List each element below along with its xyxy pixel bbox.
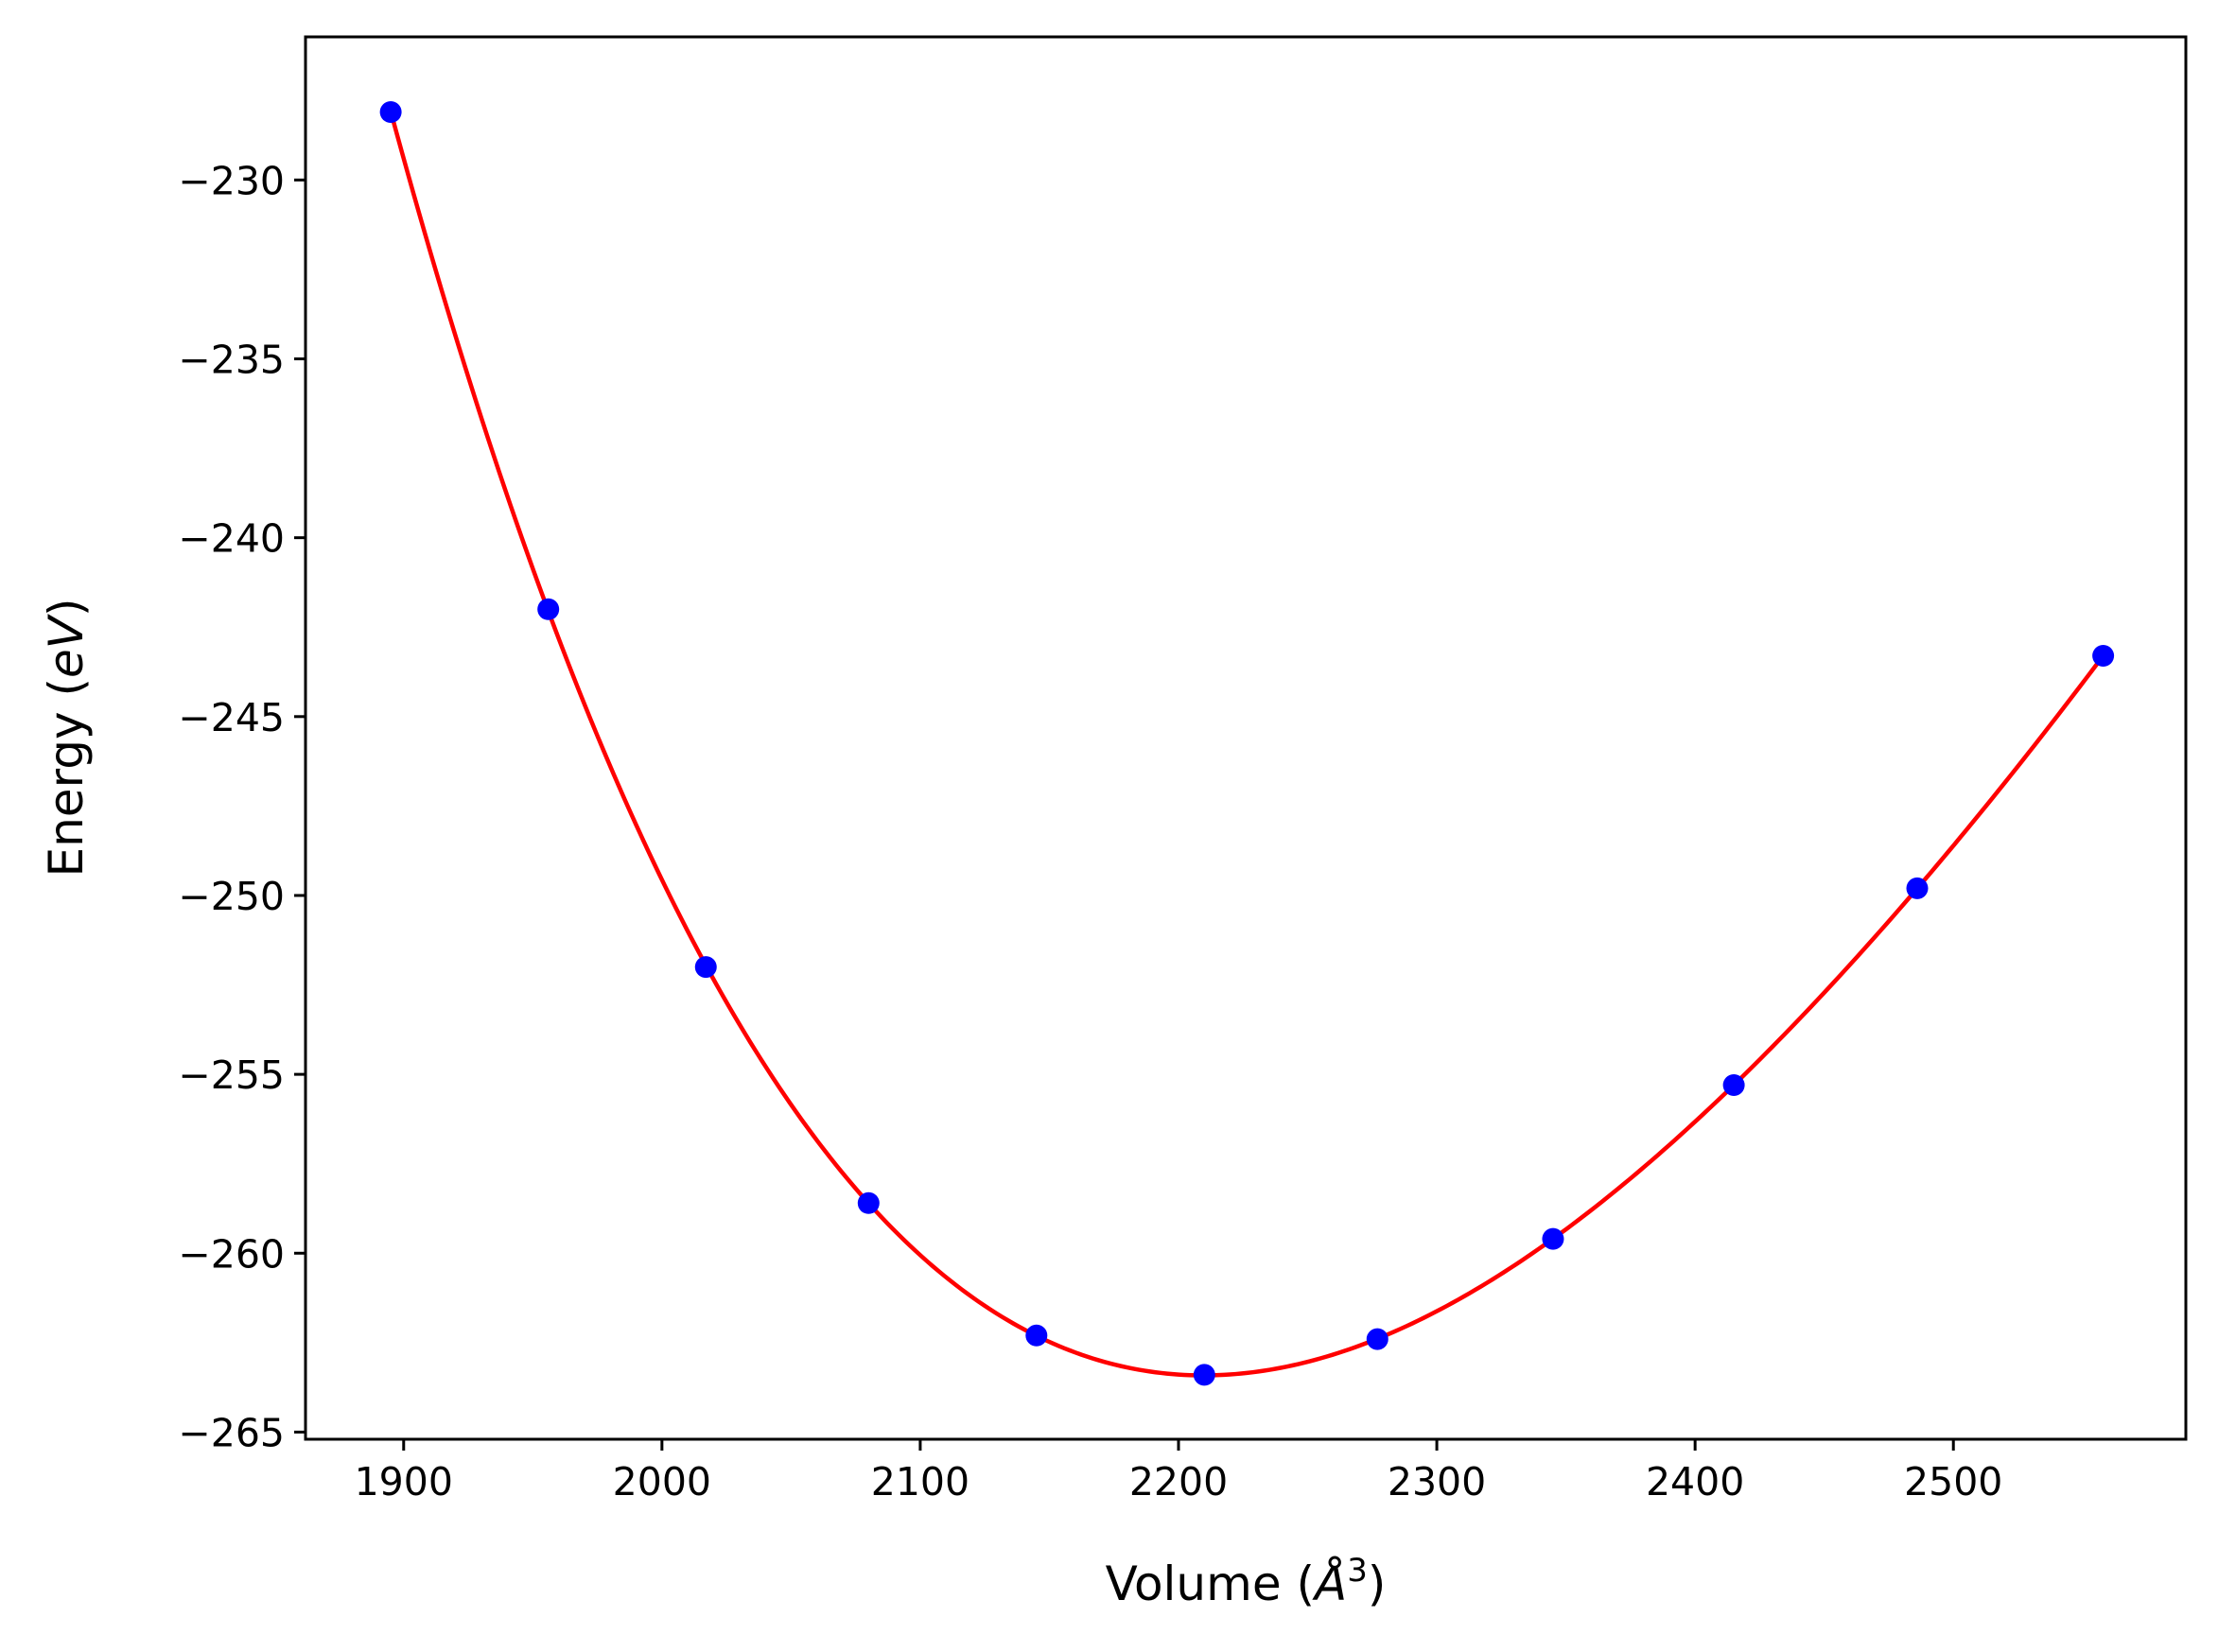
x-axis-label-symbol: Å — [1312, 1556, 1347, 1611]
fit-curve-line — [388, 111, 2105, 1378]
x-tick-label: 2500 — [1904, 1459, 2002, 1504]
y-axis-label-unit: eV — [39, 613, 94, 678]
plot-frame — [304, 35, 2188, 1441]
data-point — [379, 100, 402, 123]
data-point — [1906, 877, 1929, 899]
y-tick-label: −230 — [178, 158, 285, 203]
data-points-layer — [379, 100, 2115, 1386]
y-tick-label: −255 — [178, 1052, 285, 1098]
x-tick-label: 2300 — [1388, 1459, 1486, 1504]
y-tick-label: −260 — [178, 1231, 285, 1277]
y-tick-label: −265 — [178, 1410, 285, 1455]
x-tick-label: 2000 — [613, 1459, 711, 1504]
data-point — [857, 1191, 880, 1214]
data-point — [1025, 1324, 1048, 1347]
data-point — [1193, 1364, 1215, 1386]
x-axis-ticks: 1900 2000 2100 2200 2300 2400 2500 — [355, 1439, 2002, 1504]
y-tick-label: −245 — [178, 695, 285, 740]
y-tick-label: −235 — [178, 337, 285, 382]
x-axis-label-suffix: ) — [1368, 1556, 1387, 1611]
y-tick-label: −240 — [178, 516, 285, 562]
fit-curve-layer — [388, 111, 2105, 1378]
x-tick-label: 1900 — [355, 1459, 453, 1504]
x-tick-label: 2100 — [871, 1459, 969, 1504]
x-tick-label: 2200 — [1129, 1459, 1228, 1504]
data-point — [537, 598, 560, 620]
data-point — [694, 956, 717, 979]
data-point — [1366, 1328, 1388, 1350]
data-point — [1542, 1227, 1564, 1250]
y-axis-ticks: −230 −235 −240 −245 −250 −255 −260 −265 — [178, 158, 306, 1455]
y-axis-label-prefix: Energy ( — [39, 678, 94, 877]
x-axis-label: Volume (Å3) — [1106, 1552, 1387, 1611]
data-point — [2092, 644, 2115, 667]
x-axis-label-exponent: 3 — [1347, 1552, 1368, 1590]
x-axis-label-prefix: Volume ( — [1106, 1556, 1315, 1611]
data-point — [1722, 1073, 1745, 1096]
y-axis-label: Energy (eV) — [39, 599, 94, 878]
x-tick-label: 2400 — [1646, 1459, 1744, 1504]
y-tick-label: −250 — [178, 874, 285, 919]
y-axis-label-suffix: ) — [39, 599, 94, 617]
